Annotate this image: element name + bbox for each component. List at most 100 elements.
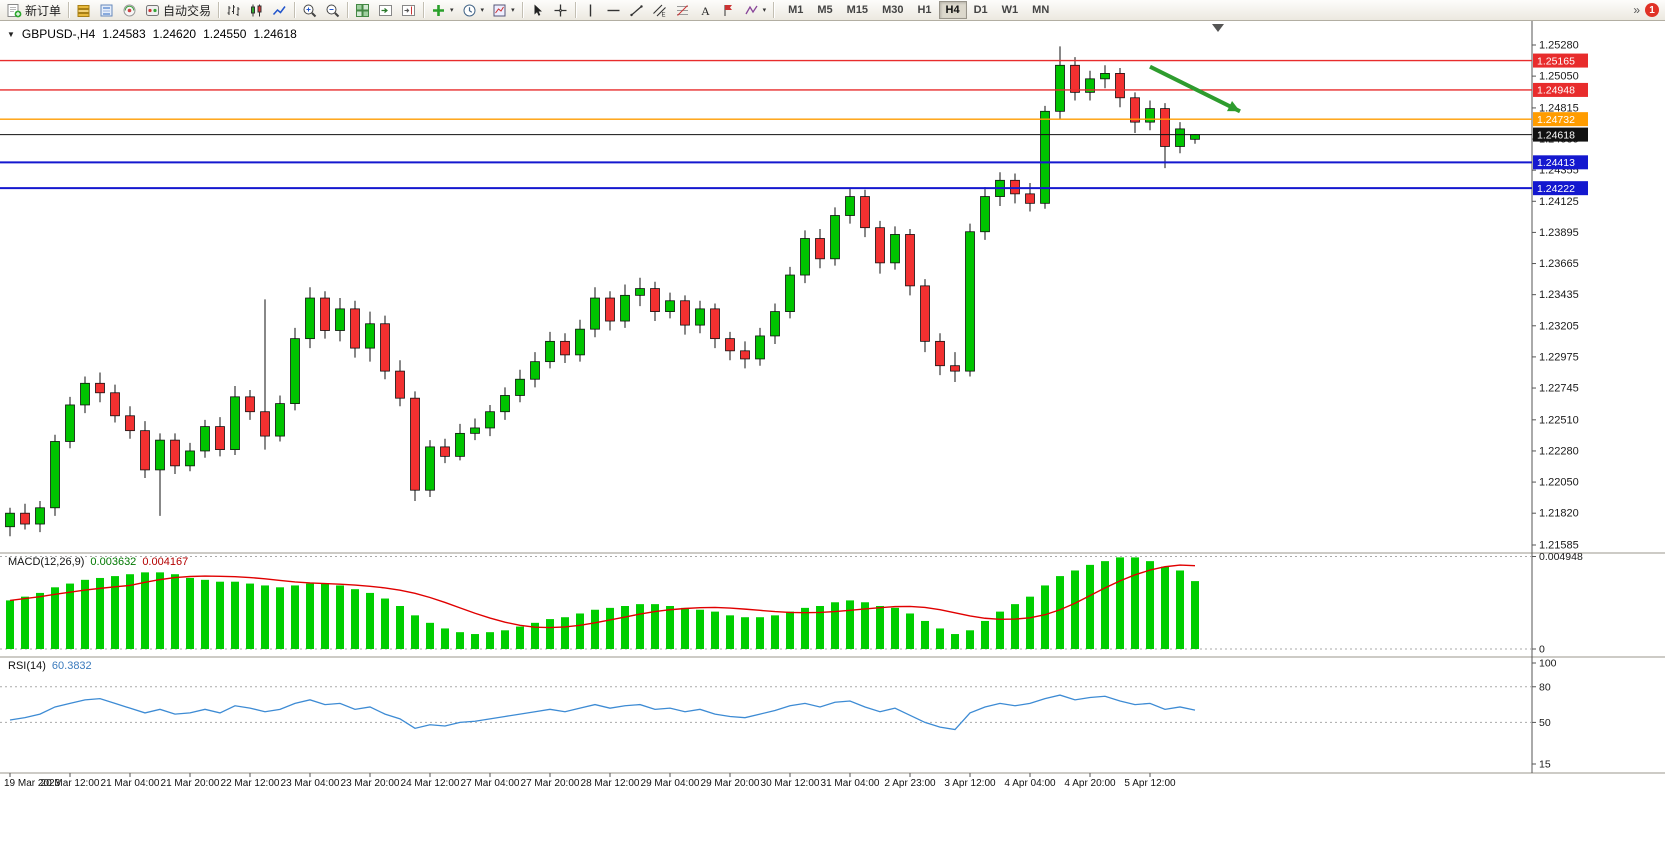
vertical-line-button[interactable] — [579, 1, 602, 20]
autotrading-button[interactable]: 自动交易 — [141, 1, 215, 20]
rsi-value: 60.3832 — [51, 660, 92, 672]
auto-scroll-button[interactable] — [374, 1, 397, 20]
tile-windows-button[interactable] — [351, 1, 374, 20]
price-list-icon — [76, 3, 91, 18]
price-axis-label: 1.24815 — [1539, 102, 1579, 114]
template-button[interactable]: ▾ — [488, 1, 519, 20]
candle — [725, 331, 735, 361]
candle — [1040, 105, 1050, 209]
candle — [290, 327, 300, 411]
chart-shift-button[interactable] — [397, 1, 420, 20]
candle — [1145, 100, 1155, 131]
macd-bar — [1161, 566, 1169, 649]
toolbar-separator — [521, 2, 523, 18]
macd-bar — [966, 630, 974, 649]
price-axis-label: 1.23665 — [1539, 258, 1579, 270]
trend-arrow[interactable] — [1149, 64, 1241, 114]
timeframe-mn[interactable]: MN — [1032, 4, 1050, 16]
candle — [980, 187, 990, 240]
crosshair-button[interactable] — [549, 1, 572, 20]
template-icon — [492, 3, 507, 18]
line-chart-button[interactable] — [268, 1, 291, 20]
macd-bar — [276, 587, 284, 649]
candle — [500, 387, 510, 420]
macd-axis-label: 0 — [1539, 644, 1545, 656]
candle — [650, 281, 660, 322]
macd-indicator-label: MACD(12,26,9) 0.003632 0.004167 — [8, 556, 188, 568]
time-axis-label: 24 Mar 12:00 — [401, 778, 460, 789]
toolbar-separator — [574, 2, 576, 18]
macd-bar — [621, 606, 629, 649]
period-clock-icon — [462, 3, 477, 18]
candle — [515, 369, 525, 403]
dropdown-caret-icon: ▾ — [762, 7, 767, 14]
rsi-indicator-label: RSI(14) 60.3832 — [8, 660, 92, 672]
candlestick-chart-button[interactable] — [245, 1, 268, 20]
candle — [485, 404, 495, 437]
arrow-label-button[interactable] — [717, 1, 740, 20]
candle — [215, 417, 225, 457]
macd-bar — [201, 579, 209, 649]
timeframe-m5[interactable]: M5 — [817, 4, 833, 16]
horizontal-line-button[interactable] — [602, 1, 625, 20]
add-indicator-icon — [431, 3, 446, 18]
vertical-line-icon — [583, 3, 598, 18]
community-button[interactable] — [118, 1, 141, 20]
zoom-out-button[interactable] — [321, 1, 344, 20]
zoom-in-button[interactable] — [298, 1, 321, 20]
cursor-button[interactable] — [526, 1, 549, 20]
macd-bar — [876, 606, 884, 649]
candle — [50, 434, 60, 516]
candle — [395, 360, 405, 407]
depth-of-market-button[interactable] — [95, 1, 118, 20]
timeframe-m1[interactable]: M1 — [788, 4, 804, 16]
price-list-button[interactable] — [72, 1, 95, 20]
timeframe-h4[interactable]: H4 — [938, 1, 967, 19]
macd-bar — [831, 602, 839, 649]
period-clock-button[interactable]: ▾ — [458, 1, 489, 20]
high-value: 1.24620 — [152, 27, 197, 41]
one-click-trading-arrow[interactable]: ▼ — [7, 29, 15, 39]
candle — [245, 390, 255, 420]
macd-bar — [441, 628, 449, 649]
toolbar-overflow-icon[interactable]: » — [1633, 3, 1640, 17]
text-button[interactable]: A — [694, 1, 717, 20]
price-axis-label: 1.25050 — [1539, 71, 1579, 83]
candle — [365, 311, 375, 362]
timeframe-d1[interactable]: D1 — [973, 4, 988, 16]
fibonacci-button[interactable] — [671, 1, 694, 20]
text-icon: A — [698, 3, 713, 18]
candle — [560, 333, 570, 363]
macd-bar — [741, 617, 749, 649]
time-axis-label: 23 Mar 20:00 — [341, 778, 400, 789]
macd-bar — [216, 581, 224, 649]
depth-of-market-icon — [99, 3, 114, 18]
timeframe-w1[interactable]: W1 — [1001, 4, 1019, 16]
support-line-1-badge-label: 1.24413 — [1537, 157, 1575, 169]
low-value: 1.24550 — [203, 27, 247, 41]
candle — [740, 341, 750, 369]
macd-bar — [246, 583, 254, 649]
macd-bar — [51, 587, 59, 649]
price-axis-label: 1.25280 — [1539, 40, 1579, 52]
macd-bar — [771, 615, 779, 649]
notification-badge[interactable]: 1 — [1645, 3, 1659, 17]
macd-bar — [456, 632, 464, 649]
macd-bar — [96, 577, 104, 649]
macd-bar — [756, 617, 764, 649]
trendline-button[interactable] — [625, 1, 648, 20]
shapes-button[interactable]: ▾ — [740, 1, 771, 20]
channel-button[interactable]: E — [648, 1, 671, 20]
macd-bar — [471, 634, 479, 649]
macd-bar — [846, 600, 854, 649]
candle — [185, 442, 195, 472]
timeframe-h1[interactable]: H1 — [917, 4, 932, 16]
timeframe-m30[interactable]: M30 — [882, 4, 904, 16]
new-order-button[interactable]: 新订单 — [3, 1, 65, 20]
bar-chart-button[interactable] — [222, 1, 245, 20]
candle — [1100, 65, 1110, 89]
chart-shift-marker[interactable] — [1212, 24, 1224, 32]
timeframe-m15[interactable]: M15 — [846, 4, 869, 16]
add-indicator-button[interactable]: ▾ — [427, 1, 458, 20]
